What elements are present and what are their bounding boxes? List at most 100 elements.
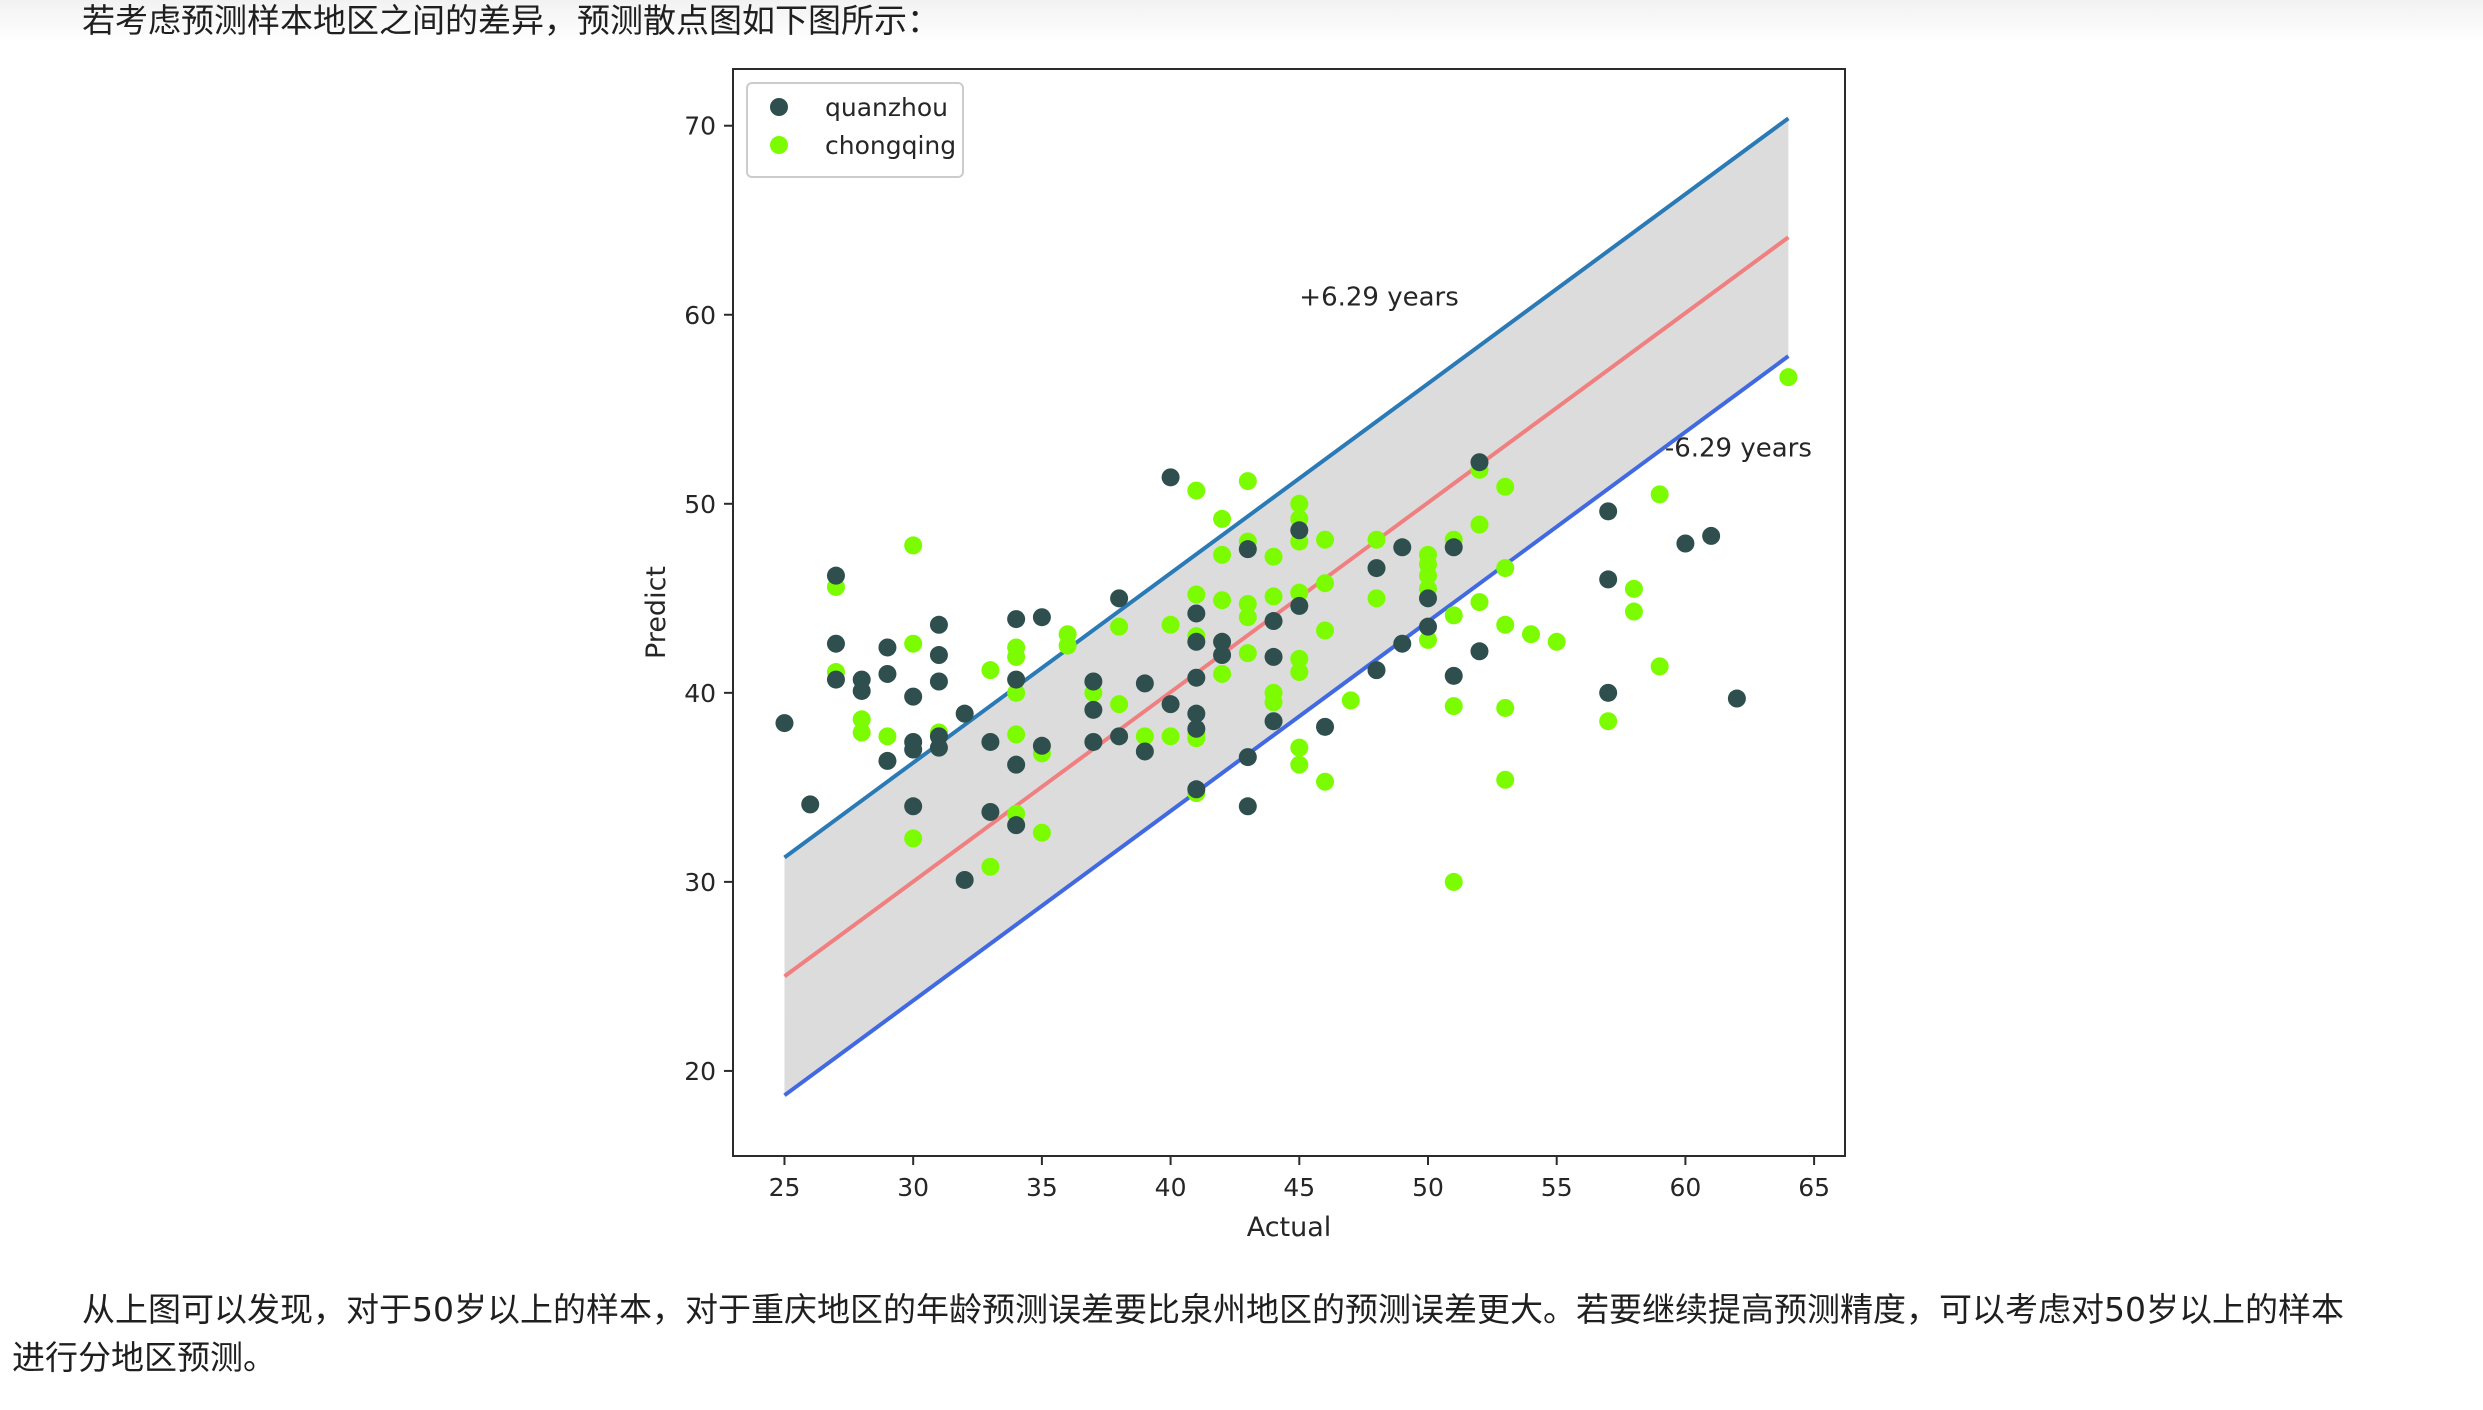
point-quanzhou [1290,596,1309,615]
point-quanzhou [1187,668,1206,687]
point-chongqing [1444,872,1463,891]
point-chongqing [878,727,897,746]
identity-line [783,235,1790,979]
point-chongqing [1650,657,1669,676]
point-chongqing [1007,647,1026,666]
point-quanzhou [1264,612,1283,631]
point-quanzhou [1470,642,1489,661]
plot-layer: +6.29 years -6.29 years [775,116,1812,1097]
point-chongqing [1521,625,1540,644]
point-chongqing [1367,589,1386,608]
axis-layer: 25 30 35 40 45 50 55 60 65 20 30 40 50 60 70 Actual Pred… [641,68,1846,1243]
point-chongqing [1496,559,1515,578]
point-quanzhou [1110,727,1129,746]
point-quanzhou [929,615,948,634]
point-quanzhou [1367,559,1386,578]
point-quanzhou [1213,632,1232,651]
point-chongqing [904,829,923,848]
point-chongqing [1290,649,1309,668]
point-quanzhou [826,566,845,585]
point-quanzhou [1264,647,1283,666]
x-tick-label: 40 [1155,1173,1187,1202]
point-quanzhou [1187,604,1206,623]
top-shade [0,0,2483,42]
y-tick-label: 50 [684,490,716,519]
point-chongqing [1238,644,1257,663]
point-chongqing [1238,594,1257,613]
point-quanzhou [904,797,923,816]
point-chongqing [1187,481,1206,500]
point-quanzhou [775,714,794,733]
point-chongqing [1290,494,1309,513]
point-quanzhou [1290,521,1309,540]
point-chongqing [1238,472,1257,491]
x-tick-label: 45 [1283,1173,1315,1202]
point-chongqing [904,536,923,555]
legend: quanzhou chongqing [746,82,964,178]
point-chongqing [1264,547,1283,566]
point-quanzhou [1444,666,1463,685]
lower-bound-line [783,354,1790,1097]
point-chongqing [1007,683,1026,702]
x-tick-label: 50 [1412,1173,1444,1202]
point-chongqing [1624,602,1643,621]
legend-box [746,82,964,178]
point-chongqing [852,723,871,742]
point-quanzhou [1161,468,1180,487]
point-chongqing [1264,587,1283,606]
point-quanzhou [1007,755,1026,774]
point-chongqing [1213,591,1232,610]
point-quanzhou [1264,712,1283,731]
y-tick-label: 60 [684,301,716,330]
point-chongqing [1110,695,1129,714]
point-chongqing [1444,697,1463,716]
point-quanzhou [1007,816,1026,835]
point-quanzhou [929,672,948,691]
x-tick-label: 35 [1026,1173,1058,1202]
point-quanzhou [1110,589,1129,608]
point-quanzhou [1187,632,1206,651]
point-chongqing [1367,530,1386,549]
y-tick-label: 30 [684,868,716,897]
point-quanzhou [1213,646,1232,665]
point-quanzhou [1393,538,1412,557]
point-chongqing [1419,630,1437,649]
point-quanzhou [1419,617,1437,636]
point-quanzhou [1032,736,1051,755]
point-quanzhou [826,670,845,689]
point-quanzhou [955,704,974,723]
point-chongqing [1496,698,1515,717]
y-tick-label: 40 [684,679,716,708]
point-chongqing [1470,593,1489,612]
point-quanzhou [1084,732,1103,751]
upper-bound-line [783,116,1790,860]
point-quanzhou [929,738,948,757]
point-chongqing [1058,636,1077,655]
point-chongqing [904,634,923,653]
point-quanzhou [1599,502,1618,521]
point-quanzhou [1084,700,1103,719]
point-chongqing [1213,664,1232,683]
point-quanzhou [1032,608,1051,627]
point-quanzhou [955,870,974,889]
point-quanzhou [878,638,897,657]
x-tick-label: 55 [1541,1173,1573,1202]
point-quanzhou [1367,661,1386,680]
point-chongqing [1238,608,1257,627]
intro-paragraph: 若考虑预测样本地区之间的差异，预测散点图如下图所示： [82,1,940,40]
point-chongqing [1032,823,1051,842]
point-quanzhou [1238,540,1257,559]
x-tick-label: 30 [897,1173,929,1202]
point-chongqing [1470,515,1489,534]
x-tick-label: 65 [1798,1173,1830,1202]
point-quanzhou [1238,797,1257,816]
point-chongqing [1290,583,1309,602]
y-tick-label: 70 [684,112,716,141]
point-chongqing [1599,712,1618,731]
point-chongqing [1316,574,1335,593]
y-tick-label: 20 [684,1057,716,1086]
point-quanzhou [1135,674,1154,693]
point-quanzhou [1702,526,1721,545]
prediction-scatter-figure: +6.29 years -6.29 years 25 30 35 40 45 50 55 60 6… [641,68,1846,1243]
point-chongqing [1290,738,1309,757]
